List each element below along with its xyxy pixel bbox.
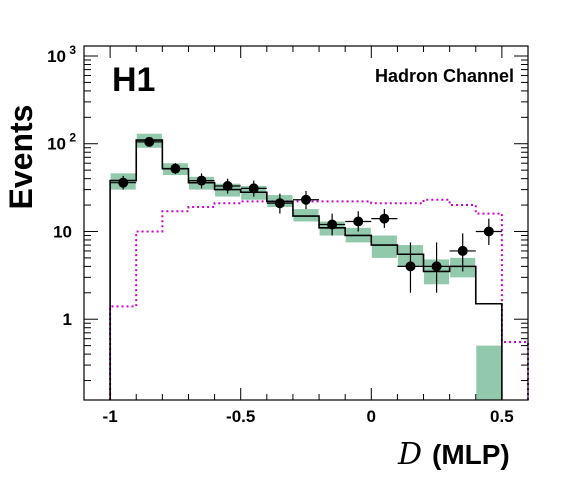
data-point [371,209,398,228]
data-point-marker [483,226,494,237]
data-point [475,218,502,246]
data-point [162,163,189,175]
data-point [188,173,215,189]
data-point-marker [170,163,181,174]
x-axis-label: (MLP) [432,439,510,470]
data-point-marker [248,183,259,194]
data-points [110,136,502,293]
y-tick-label: 10 [53,222,72,241]
data-point [397,242,424,293]
data-point [292,190,320,210]
data-point-marker [353,216,364,227]
data-point-marker [274,198,285,209]
x-tick-label: 0.5 [490,407,514,426]
x-tick-label: 0 [367,407,376,426]
data-point [345,211,372,232]
y-tick-label-exponent: 2 [69,131,76,145]
data-point [240,180,267,197]
y-tick-label: 10 [47,47,66,66]
channel-label: Hadron Channel [375,66,514,86]
data-point [266,193,293,214]
data-point-marker [118,177,129,188]
x-axis-label-variable: D [397,437,422,472]
experiment-label: H1 [112,61,155,99]
y-tick-label: 10 [47,135,66,154]
signal-step-line [109,198,529,400]
data-point-marker [144,136,155,147]
data-point-marker [196,175,207,186]
data-point [110,175,137,190]
band-bin [476,345,502,400]
data-point-marker [431,261,442,272]
data-point-marker [301,194,311,205]
signal-histogram [109,198,529,400]
data-point [423,242,450,293]
data-point-marker [222,180,233,191]
y-tick-label-exponent: 3 [69,43,76,57]
data-point-marker [327,219,338,230]
x-tick-label: -0.5 [226,407,255,426]
y-tick-label: 1 [63,310,72,329]
band-bin [371,235,397,258]
x-tick-label: -1 [103,407,118,426]
data-point-marker [405,261,416,272]
data-point-marker [457,245,468,256]
data-point [214,178,241,194]
data-point [449,233,476,272]
data-point-marker [379,213,390,224]
data-point [319,213,346,236]
plot-frame [83,45,529,401]
data-point [136,136,163,147]
y-axis-label: Events [3,105,39,210]
